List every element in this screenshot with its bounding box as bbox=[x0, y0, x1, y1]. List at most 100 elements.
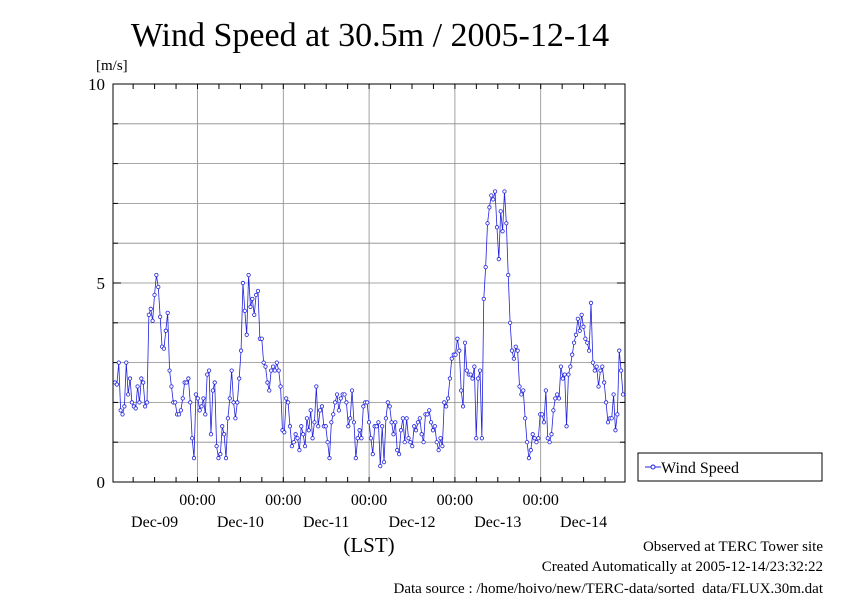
data-point bbox=[573, 332, 579, 337]
data-point bbox=[539, 412, 545, 417]
data-point bbox=[378, 463, 383, 469]
data-point bbox=[156, 284, 161, 290]
data-point bbox=[513, 344, 518, 349]
data-point bbox=[274, 360, 279, 365]
data-point bbox=[287, 424, 293, 429]
data-point bbox=[400, 416, 405, 421]
data-point bbox=[455, 336, 460, 341]
data-point bbox=[468, 372, 473, 377]
data-point bbox=[502, 189, 507, 194]
data-point bbox=[421, 440, 426, 445]
legend: Wind Speed bbox=[637, 452, 823, 482]
data-point bbox=[425, 412, 430, 417]
data-point bbox=[600, 364, 605, 369]
data-point bbox=[393, 420, 398, 425]
data-point bbox=[485, 221, 490, 226]
data-point bbox=[496, 257, 501, 262]
data-point bbox=[524, 440, 530, 445]
data-point bbox=[137, 400, 142, 405]
data-point bbox=[270, 364, 276, 369]
data-point bbox=[444, 404, 449, 409]
data-point bbox=[299, 424, 304, 429]
data-point bbox=[250, 296, 255, 302]
data-point bbox=[562, 372, 567, 377]
data-point bbox=[139, 376, 144, 381]
data-point bbox=[184, 380, 189, 385]
data-point bbox=[272, 368, 278, 373]
data-point bbox=[252, 312, 257, 317]
x-axis-label: (LST) bbox=[343, 533, 394, 557]
data-point bbox=[308, 408, 313, 413]
data-point bbox=[602, 380, 607, 385]
data-point bbox=[301, 432, 306, 437]
data-point bbox=[150, 318, 155, 323]
footer-created: Created Automatically at 2005-12-14/23:3… bbox=[542, 559, 823, 575]
data-point bbox=[342, 392, 347, 397]
data-point bbox=[133, 406, 138, 411]
data-point bbox=[508, 320, 513, 325]
data-point bbox=[381, 459, 387, 465]
data-point bbox=[430, 428, 436, 433]
data-point bbox=[261, 360, 266, 365]
data-point bbox=[519, 392, 524, 397]
data-point bbox=[396, 452, 402, 457]
data-point bbox=[186, 376, 191, 381]
data-point bbox=[459, 388, 464, 393]
data-point bbox=[276, 368, 281, 373]
data-point bbox=[398, 428, 404, 433]
data-point bbox=[511, 356, 516, 361]
x-time-label: 00:00 bbox=[522, 492, 558, 509]
data-point bbox=[489, 193, 494, 198]
data-point bbox=[380, 424, 385, 429]
data-point bbox=[370, 452, 375, 457]
y-tick-label: 10 bbox=[88, 75, 105, 94]
data-point bbox=[208, 432, 214, 437]
data-point bbox=[302, 444, 308, 449]
data-point bbox=[504, 221, 509, 226]
data-point bbox=[428, 420, 434, 425]
data-point bbox=[284, 396, 289, 401]
data-point bbox=[494, 225, 500, 230]
data-point bbox=[596, 384, 601, 389]
data-point bbox=[517, 384, 522, 389]
data-point bbox=[619, 368, 624, 373]
data-point bbox=[197, 408, 202, 413]
data-point bbox=[135, 384, 140, 389]
data-point bbox=[152, 292, 157, 298]
data-point bbox=[442, 400, 447, 405]
data-point bbox=[210, 388, 215, 393]
data-point bbox=[233, 416, 238, 421]
data-point bbox=[374, 424, 379, 429]
data-point bbox=[368, 436, 373, 441]
data-point bbox=[325, 440, 330, 445]
data-point bbox=[472, 364, 477, 369]
data-point bbox=[329, 420, 334, 425]
data-point bbox=[376, 420, 381, 425]
x-date-label: Dec-12 bbox=[388, 514, 435, 531]
data-point bbox=[295, 436, 300, 441]
data-point bbox=[222, 432, 227, 437]
data-point bbox=[310, 436, 315, 441]
data-point bbox=[603, 400, 609, 405]
data-point bbox=[440, 444, 445, 449]
data-point bbox=[116, 360, 121, 365]
footer-source: Data source : /home/hoivo/new/TERC-data/… bbox=[394, 581, 824, 595]
data-point bbox=[120, 412, 125, 417]
data-point bbox=[413, 428, 419, 433]
data-point bbox=[594, 364, 599, 369]
data-point bbox=[237, 376, 242, 381]
data-point bbox=[146, 312, 151, 317]
data-point bbox=[263, 364, 268, 369]
data-point bbox=[297, 448, 302, 453]
data-point bbox=[199, 404, 204, 409]
data-point bbox=[336, 408, 341, 413]
data-point bbox=[506, 272, 511, 278]
data-point bbox=[615, 412, 620, 417]
data-point bbox=[560, 376, 565, 381]
data-point bbox=[259, 336, 264, 341]
data-point bbox=[319, 404, 325, 409]
data-point bbox=[334, 392, 340, 397]
data-point bbox=[353, 456, 358, 461]
data-point bbox=[545, 436, 550, 441]
footer-observed: Observed at TERC Tower site bbox=[643, 539, 823, 555]
